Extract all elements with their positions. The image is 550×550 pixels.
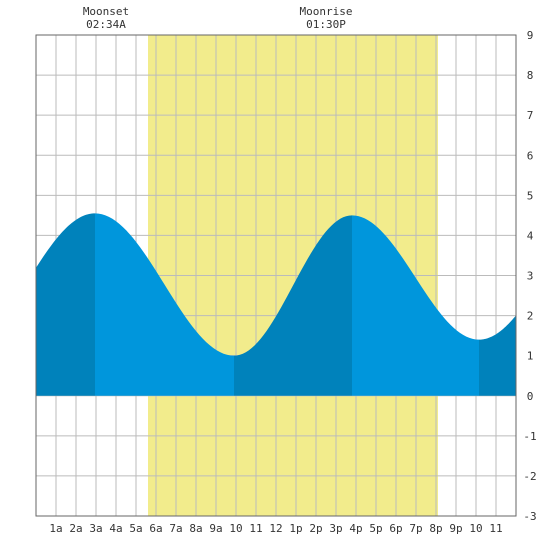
x-tick-label: 5a xyxy=(129,522,142,535)
y-tick-label: 7 xyxy=(527,109,534,122)
x-tick-label: 2a xyxy=(69,522,82,535)
moonrise-label: Moonrise xyxy=(300,5,353,18)
y-tick-label: 0 xyxy=(527,390,534,403)
x-tick-label: 12 xyxy=(269,522,282,535)
y-tick-label: 4 xyxy=(527,229,534,242)
x-tick-label: 11 xyxy=(489,522,502,535)
x-tick-label: 10 xyxy=(229,522,242,535)
y-tick-label: 2 xyxy=(527,310,534,323)
tide-area-segment xyxy=(95,213,234,396)
x-tick-label: 2p xyxy=(309,522,322,535)
y-tick-label: -2 xyxy=(523,470,536,483)
y-tick-label: 5 xyxy=(527,189,534,202)
x-tick-label: 7a xyxy=(169,522,182,535)
tide-area-segment xyxy=(479,315,516,396)
tide-area-segment xyxy=(234,215,352,396)
x-tick-label: 6p xyxy=(389,522,402,535)
x-tick-label: 8p xyxy=(429,522,442,535)
y-tick-label: 9 xyxy=(527,29,534,42)
x-tick-label: 4a xyxy=(109,522,122,535)
plot-border xyxy=(35,34,517,517)
tide-area-segment xyxy=(352,215,479,396)
tide-area-segment xyxy=(36,213,95,396)
y-tick-label: 6 xyxy=(527,149,534,162)
x-tick-label: 8a xyxy=(189,522,202,535)
x-tick-label: 10 xyxy=(469,522,482,535)
x-tick-label: 7p xyxy=(409,522,422,535)
x-tick-label: 5p xyxy=(369,522,382,535)
x-tick-label: 1p xyxy=(289,522,302,535)
moonset-time: 02:34A xyxy=(86,18,126,31)
y-tick-label: -1 xyxy=(523,430,536,443)
y-tick-label: 8 xyxy=(527,69,534,82)
x-tick-label: 11 xyxy=(249,522,262,535)
y-tick-label: 1 xyxy=(527,350,534,363)
moonset-label: Moonset xyxy=(83,5,129,18)
x-tick-label: 6a xyxy=(149,522,162,535)
x-tick-label: 4p xyxy=(349,522,362,535)
x-tick-label: 9p xyxy=(449,522,462,535)
moonrise-time: 01:30P xyxy=(306,18,346,31)
x-tick-label: 1a xyxy=(49,522,62,535)
x-tick-label: 3p xyxy=(329,522,342,535)
y-tick-label: -3 xyxy=(523,510,536,523)
x-tick-label: 3a xyxy=(89,522,102,535)
x-tick-label: 9a xyxy=(209,522,222,535)
y-tick-label: 3 xyxy=(527,270,534,283)
